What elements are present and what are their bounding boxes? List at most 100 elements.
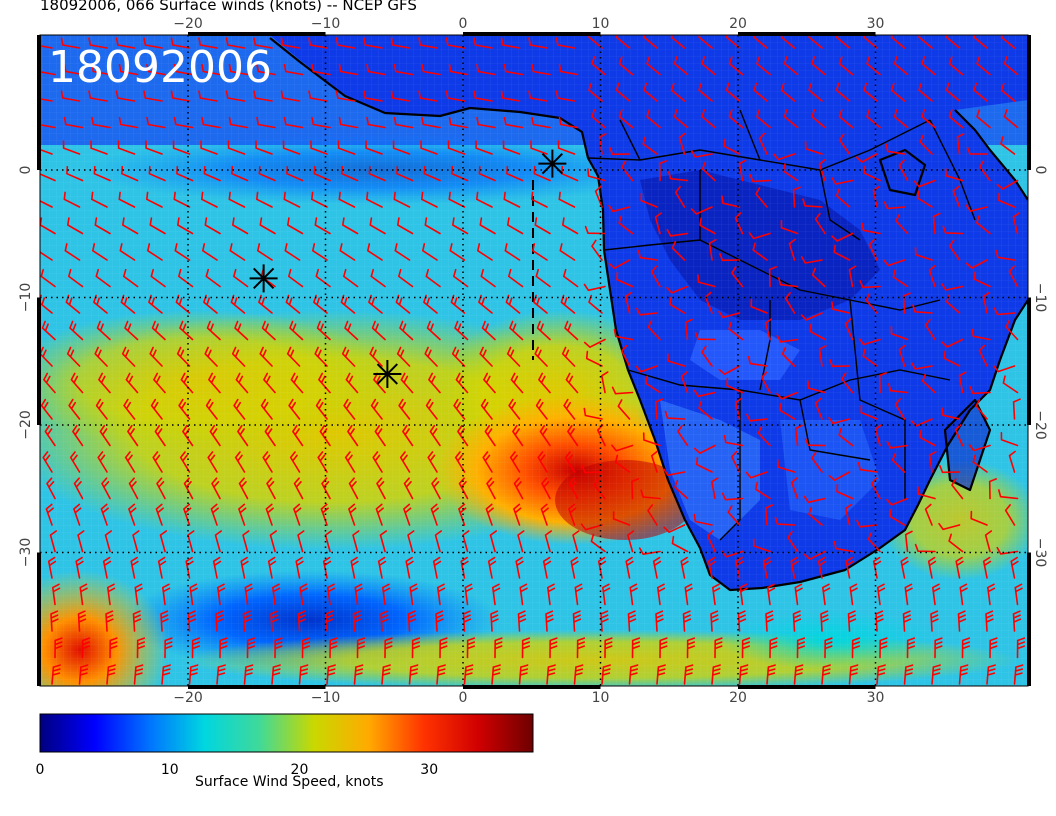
wind-barb-icon: [244, 583, 253, 606]
wind-barb-icon: [299, 583, 308, 606]
wind-barb-icon: [650, 450, 658, 473]
frame-bar-left: [37, 297, 41, 425]
wind-barb-icon: [931, 664, 941, 685]
wind-barb-icon: [118, 191, 136, 208]
wind-barb-icon: [68, 268, 84, 288]
tick-labels: −20 −20 −10 −10 0 0 10 10 20 20 30 30 0 0 −10 −10 −20 −20…: [18, 16, 1048, 706]
wind-barb-icon: [368, 294, 383, 314]
wind-barb-icon: [807, 380, 826, 394]
wind-barb-icon: [965, 204, 988, 212]
wind-barb-icon: [587, 168, 606, 182]
wind-barb-icon: [726, 377, 744, 394]
wind-barb-icon: [600, 610, 609, 632]
wind-barb-icon: [677, 424, 689, 447]
frame-bar-left: [37, 35, 41, 170]
wind-barb-icon: [934, 637, 943, 659]
wind-barb-icon: [893, 56, 909, 76]
wind-barb-icon: [902, 292, 911, 314]
wind-barb-icon: [133, 664, 144, 685]
wind-barb-icon: [680, 371, 689, 394]
wind-barb-icon: [583, 338, 606, 348]
wind-barb-icon: [449, 243, 466, 261]
wind-barb-icon: [421, 191, 438, 208]
wind-barb-icon: [311, 116, 331, 129]
wind-barb-icon: [42, 451, 53, 473]
wind-barb-icon: [845, 556, 854, 579]
wind-barb-icon: [698, 400, 713, 420]
wind-barb-icon: [655, 610, 664, 632]
wind-barb-icon: [155, 503, 164, 526]
wind-barb-icon: [528, 37, 548, 49]
wind-barb-icon: [458, 477, 469, 500]
wind-barb-icon: [588, 82, 603, 102]
wind-barb-icon: [95, 268, 111, 288]
wind-barb-icon: [289, 451, 301, 473]
wind-barb-icon: [477, 243, 493, 261]
wind-barb-icon: [341, 346, 356, 367]
wind-barb-icon: [310, 140, 328, 155]
wind-barb-icon: [491, 664, 501, 685]
wind-barb-icon: [77, 610, 87, 632]
wind-barb-icon: [77, 530, 85, 553]
wind-barb-icon: [792, 186, 801, 208]
wind-barb-icon: [261, 320, 276, 341]
wind-barb-icon: [258, 294, 273, 314]
wind-barb-icon: [105, 610, 114, 632]
wind-barb-icon: [912, 304, 933, 314]
wind-barb-icon: [319, 424, 331, 447]
wind-barb-icon: [123, 398, 136, 420]
wind-barb-icon: [375, 503, 384, 526]
wind-barb-icon: [698, 35, 713, 49]
wind-barb-icon: [767, 583, 776, 606]
wind-barb-icon: [565, 372, 579, 394]
wind-barb-icon: [721, 492, 744, 501]
wind-barb-icon: [829, 359, 851, 368]
wind-barb-icon: [570, 556, 579, 579]
wind-barb-icon: [509, 451, 521, 473]
wind-barb-icon: [890, 82, 906, 102]
wind-barb-icon: [1000, 35, 1016, 49]
wind-barb-icon: [60, 90, 81, 102]
frame-bar-top: [188, 32, 326, 36]
wind-barb-icon: [910, 362, 933, 370]
wind-barb-icon: [614, 454, 631, 473]
wind-barb-icon: [948, 239, 961, 261]
wind-barb-icon: [701, 345, 713, 367]
wind-barb-icon: [338, 116, 359, 129]
wind-barb-icon: [478, 165, 496, 182]
wind-barb-icon: [73, 503, 82, 526]
wind-barb-icon: [487, 556, 497, 579]
wind-barb-icon: [787, 530, 799, 553]
wind-barb-icon: [505, 294, 521, 314]
wind-barb-icon: [143, 37, 163, 49]
wind-barb-icon: [916, 190, 933, 208]
wind-barb-icon: [776, 334, 799, 343]
lat-tick-label-right: −20: [1032, 410, 1048, 440]
wind-barb-icon: [528, 90, 548, 102]
wind-barb-icon: [73, 477, 84, 500]
wind-barb-icon: [711, 664, 721, 685]
wind-barb-icon: [266, 477, 276, 500]
wind-barb-icon: [430, 503, 439, 526]
wind-barb-icon: [371, 320, 386, 341]
wind-barb-icon: [418, 90, 438, 102]
wind-barb-icon: [780, 82, 796, 102]
wind-barb-icon: [780, 219, 799, 235]
lat-tick-label-left: −20: [18, 410, 34, 440]
wind-barb-icon: [451, 165, 469, 182]
wind-barb-icon: [256, 116, 276, 129]
wind-barb-icon: [969, 386, 991, 395]
wind-barb-icon: [483, 372, 496, 394]
wind-barb-icon: [993, 365, 1016, 373]
wind-barb-icon: [204, 217, 221, 235]
wind-barb-icon: [209, 424, 221, 447]
wind-barb-icon: [79, 583, 88, 606]
wind-barb-icon: [510, 372, 524, 394]
wind-barb-icon: [521, 637, 531, 659]
map-title: 18092006, 066 Surface winds (knots) -- N…: [40, 0, 417, 14]
wind-barb-icon: [889, 508, 906, 526]
wind-barb-icon: [728, 109, 744, 129]
wind-barb-icon: [503, 191, 521, 208]
wind-barb-icon: [866, 109, 881, 129]
wind-barb-icon: [40, 294, 53, 314]
